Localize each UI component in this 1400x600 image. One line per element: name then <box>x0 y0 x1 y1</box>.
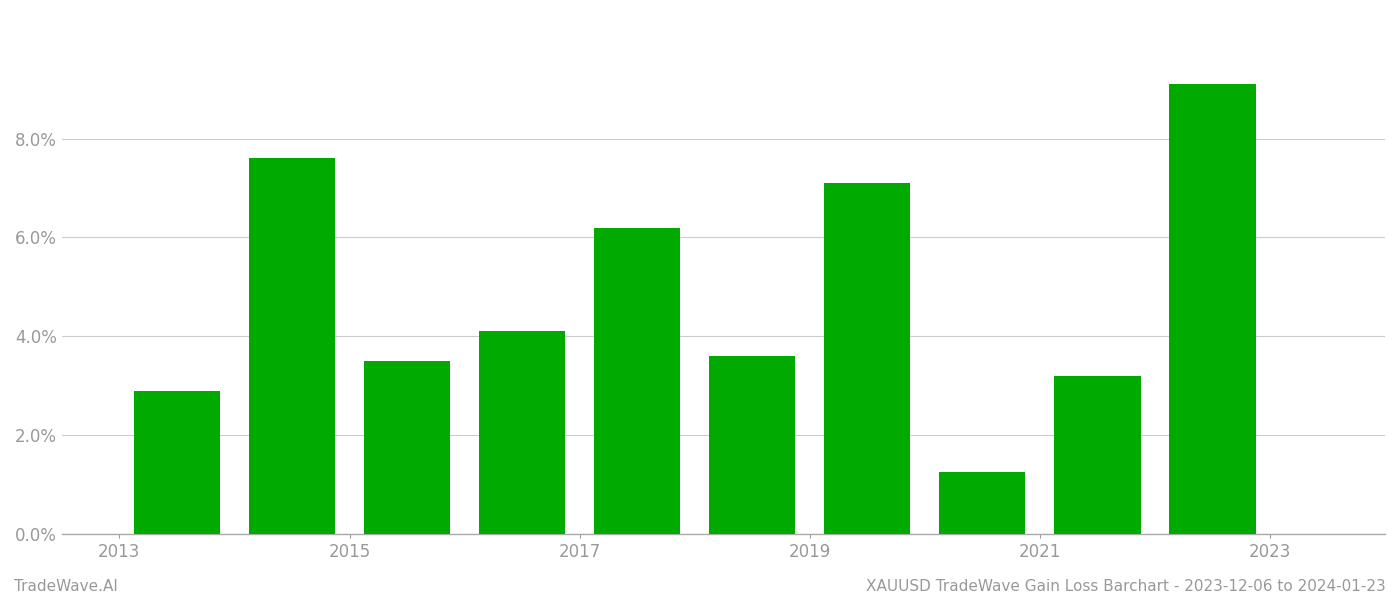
Bar <box>1054 376 1141 534</box>
Bar <box>708 356 795 534</box>
Bar <box>594 227 680 534</box>
Bar <box>1169 84 1256 534</box>
Bar <box>249 158 335 534</box>
Text: TradeWave.AI: TradeWave.AI <box>14 579 118 594</box>
Bar <box>825 183 910 534</box>
Bar <box>134 391 220 534</box>
Bar <box>479 331 566 534</box>
Bar <box>939 472 1025 534</box>
Text: XAUUSD TradeWave Gain Loss Barchart - 2023-12-06 to 2024-01-23: XAUUSD TradeWave Gain Loss Barchart - 20… <box>867 579 1386 594</box>
Bar <box>364 361 451 534</box>
